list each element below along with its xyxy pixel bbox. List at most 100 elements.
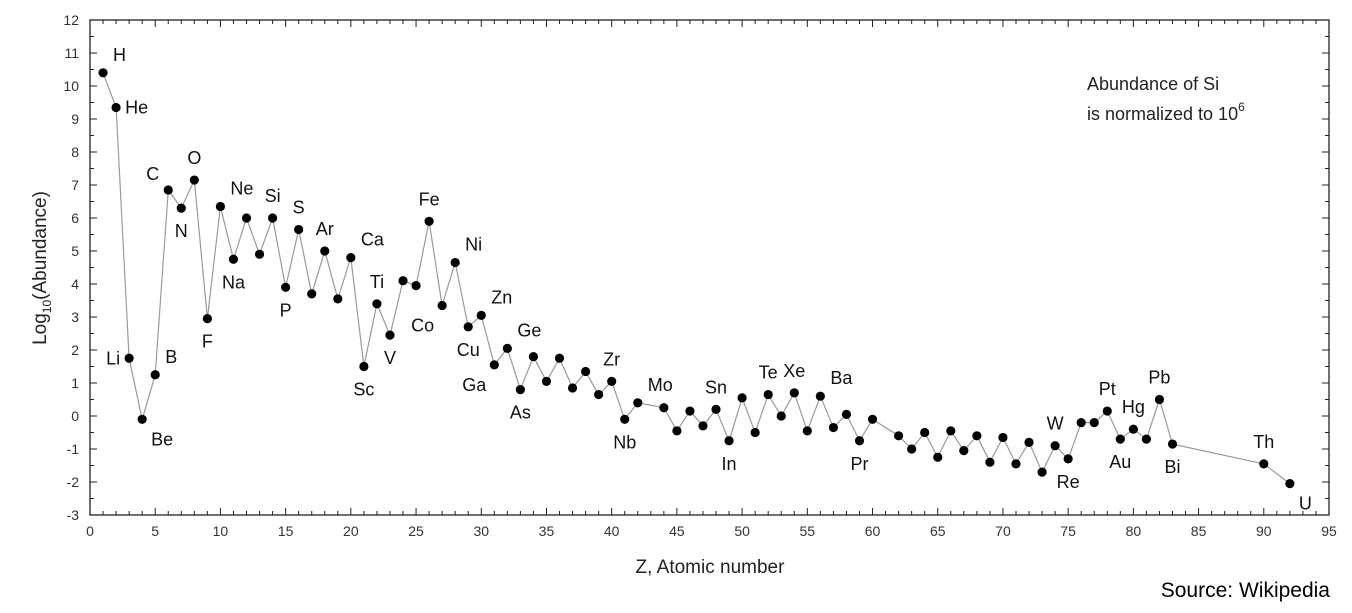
element-label: He — [125, 97, 148, 117]
annotation-line1: Abundance of Si — [1087, 74, 1219, 94]
x-axis-title: Z, Atomic number — [636, 557, 786, 578]
y-tick-label: 7 — [71, 177, 79, 193]
y-tick-label: 4 — [71, 276, 79, 292]
data-point — [620, 414, 630, 424]
x-tick-label: 75 — [1060, 523, 1076, 539]
y-axis-title-rest: (Abundance) — [30, 191, 51, 300]
data-point — [528, 352, 539, 362]
data-point — [515, 385, 525, 395]
x-tick-label: 55 — [800, 523, 816, 539]
data-point — [215, 201, 226, 212]
element-label: As — [510, 403, 531, 423]
data-point — [98, 68, 108, 78]
data-point — [672, 426, 682, 436]
data-point — [1011, 459, 1021, 469]
y-tick-label: -1 — [67, 441, 80, 457]
y-tick-label: 12 — [63, 12, 79, 28]
y-tick-label: 2 — [71, 342, 79, 358]
x-tick-label: 45 — [669, 523, 685, 539]
data-point — [241, 213, 252, 223]
annotation-line2-prefix: is normalized to 10 — [1087, 104, 1238, 124]
data-point — [854, 436, 865, 446]
data-point — [489, 360, 499, 370]
data-point — [946, 426, 956, 436]
element-label: Sn — [705, 377, 727, 397]
y-axis-title-main: Log — [30, 313, 51, 345]
data-point — [920, 427, 930, 438]
element-label: W — [1047, 414, 1064, 434]
x-tick-label: 0 — [86, 523, 94, 539]
data-point — [802, 426, 812, 436]
element-label-layer: HHeLiBeBCNOFNeNaSiPSArCaScTiVFeCoNiCuZnG… — [106, 45, 1312, 514]
data-point — [437, 300, 447, 311]
axis-layer: 0 5 10 15 20 25 30 35 40 45 50 55 60 65 70 75 80 85 90 95-3… — [63, 12, 1337, 539]
data-point — [933, 452, 943, 462]
element-label: Re — [1057, 472, 1080, 492]
element-label: Co — [411, 315, 434, 335]
data-point — [372, 299, 382, 309]
data-point — [554, 353, 565, 363]
data-point — [841, 409, 852, 419]
element-label: B — [165, 347, 177, 367]
data-point — [541, 376, 552, 386]
element-label: Si — [265, 186, 281, 206]
data-point — [411, 281, 421, 291]
element-label: Zr — [603, 349, 620, 369]
element-label: Nb — [613, 432, 636, 452]
x-tick-label: 5 — [151, 523, 159, 539]
data-point — [202, 314, 212, 324]
y-tick-label: 8 — [71, 144, 79, 160]
element-label: N — [175, 221, 188, 241]
abundance-series-line — [102, 72, 1291, 485]
data-point — [1154, 394, 1165, 405]
x-tick-label: 20 — [343, 523, 359, 539]
data-point — [502, 343, 512, 353]
element-label: O — [187, 148, 201, 168]
element-label: H — [113, 45, 126, 65]
x-tick-label: 60 — [865, 523, 881, 539]
data-point — [267, 213, 278, 223]
element-label: Ti — [370, 272, 384, 292]
data-point — [307, 289, 317, 299]
data-point — [385, 330, 395, 340]
data-point — [594, 389, 604, 400]
data-point — [985, 457, 995, 467]
data-point — [894, 431, 904, 441]
data-point — [463, 322, 473, 332]
data-point — [607, 376, 617, 386]
data-point — [124, 353, 134, 363]
data-point — [189, 175, 199, 185]
annotation-line2: is normalized to 106 — [1087, 100, 1245, 124]
data-point — [567, 383, 578, 393]
data-point — [294, 224, 304, 235]
x-tick-label: 40 — [604, 523, 620, 539]
element-label: V — [384, 348, 396, 368]
data-point — [750, 427, 760, 438]
data-point — [724, 436, 734, 446]
element-label: Ga — [462, 375, 487, 395]
data-point — [1128, 424, 1138, 434]
y-tick-label: 0 — [71, 408, 79, 424]
element-label: Sc — [353, 380, 374, 400]
element-label: Au — [1109, 452, 1131, 472]
data-point — [346, 253, 356, 263]
x-tick-label: 10 — [213, 523, 229, 539]
x-tick-label: 15 — [278, 523, 294, 539]
element-label: F — [202, 332, 213, 352]
data-point — [176, 203, 186, 213]
data-point — [228, 254, 239, 264]
data-point — [1102, 406, 1112, 416]
x-tick-label: 65 — [930, 523, 946, 539]
y-tick-label: -3 — [67, 507, 80, 523]
x-tick-label: 70 — [995, 523, 1011, 539]
data-point — [1167, 439, 1178, 449]
x-tick-label: 80 — [1126, 523, 1142, 539]
data-point — [828, 422, 839, 433]
element-label: Pr — [850, 454, 868, 474]
data-point — [1285, 479, 1295, 489]
source-credit: Source: Wikipedia — [1160, 579, 1330, 602]
element-label: Hg — [1122, 397, 1145, 417]
data-point — [998, 432, 1008, 443]
element-label: Ba — [830, 368, 853, 388]
